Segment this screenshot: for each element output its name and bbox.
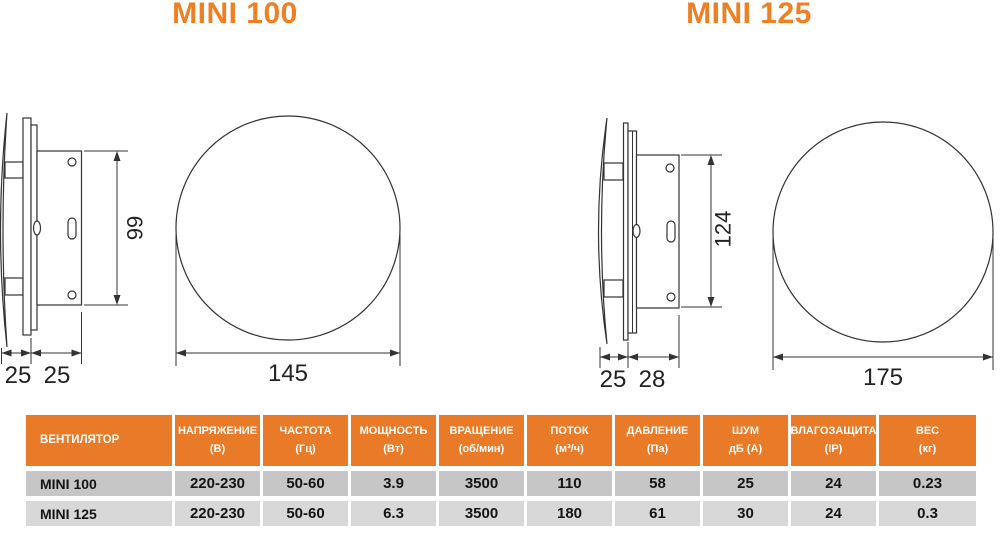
mini-100-front-view-drawing: 145 — [175, 115, 401, 387]
col-header-protection: ВЛАГОЗАЩИТА (IP) — [791, 415, 876, 466]
mini-125-depth-a-label: 25 — [600, 366, 627, 393]
mini-125-side-view-drawing: 124 25 28 — [597, 117, 736, 393]
col-header-power: МОЩНОСТЬ (Вт) — [351, 415, 436, 466]
col-header-weight: ВЕС (кг) — [879, 415, 976, 466]
mini-125-diameter-dimension: 175 — [772, 238, 994, 391]
row-mini-100-protection: 24 — [791, 471, 876, 496]
spec-table: ВЕНТИЛЯТОР НАПРЯЖЕНИЕ (В) ЧАСТОТА (Гц) М… — [26, 415, 976, 526]
row-mini-100-pressure: 58 — [615, 471, 700, 496]
row-mini-100-name: MINI 100 — [26, 471, 172, 496]
row-mini-100-noise: 25 — [703, 471, 788, 496]
product-title-mini-100: MINI 100 — [172, 0, 298, 30]
row-mini-125-weight: 0.3 — [879, 501, 976, 526]
row-mini-100-voltage: 220-230 — [175, 471, 260, 496]
mini-100-height-dimension: 99 — [84, 150, 148, 306]
mini-125-diameter-label: 175 — [863, 364, 903, 391]
col-header-voltage: НАПРЯЖЕНИЕ (В) — [175, 415, 260, 466]
mini-100-height-label: 99 — [123, 216, 148, 240]
mini-100-diameter-dimension: 145 — [175, 234, 401, 387]
mini-125-front-view-drawing: 175 — [772, 121, 994, 391]
row-mini-100-weight: 0.23 — [879, 471, 976, 496]
row-mini-125-noise: 30 — [703, 501, 788, 526]
row-mini-125-protection: 24 — [791, 501, 876, 526]
mini-100-fan-body — [0, 112, 83, 348]
mini-100-depth-b-label: 25 — [44, 362, 71, 389]
row-mini-125-power: 6.3 — [351, 501, 436, 526]
col-header-frequency: ЧАСТОТА (Гц) — [263, 415, 348, 466]
mini-100-front-circle — [175, 115, 401, 341]
product-title-mini-125: MINI 125 — [686, 0, 812, 30]
row-mini-100-power: 3.9 — [351, 471, 436, 496]
mini-100-depth-dimension: 25 25 — [1, 312, 82, 389]
row-mini-125-pressure: 61 — [615, 501, 700, 526]
row-mini-100-rotation: 3500 — [439, 471, 524, 496]
mini-100-diameter-label: 145 — [268, 360, 308, 387]
row-mini-125-name: MINI 125 — [26, 501, 172, 526]
row-mini-125-frequency: 50-60 — [263, 501, 348, 526]
row-mini-100-frequency: 50-60 — [263, 471, 348, 496]
col-header-fan: ВЕНТИЛЯТОР — [26, 415, 172, 466]
mini-125-depth-dimension: 25 28 — [599, 315, 680, 393]
mini-125-height-label: 124 — [711, 211, 736, 248]
col-header-rotation: ВРАЩЕНИЕ (об/мин) — [439, 415, 524, 466]
row-mini-100-airflow: 110 — [527, 471, 612, 496]
row-mini-125-voltage: 220-230 — [175, 501, 260, 526]
col-header-fan-label: ВЕНТИЛЯТОР — [40, 434, 120, 447]
row-mini-125-rotation: 3500 — [439, 501, 524, 526]
mini-125-height-dimension: 124 — [681, 154, 736, 308]
mini-100-depth-a-label: 25 — [5, 362, 32, 389]
row-mini-125-airflow: 180 — [527, 501, 612, 526]
mini-100-side-view-drawing: 99 25 25 — [0, 112, 148, 389]
mini-125-fan-body — [597, 117, 680, 345]
col-header-airflow: ПОТОК (м³/ч) — [527, 415, 612, 466]
col-header-noise: ШУМ дБ (А) — [703, 415, 788, 466]
col-header-pressure: ДАВЛЕНИЕ (Па) — [615, 415, 700, 466]
mini-125-depth-b-label: 28 — [639, 366, 666, 393]
mini-125-front-circle — [772, 121, 994, 343]
